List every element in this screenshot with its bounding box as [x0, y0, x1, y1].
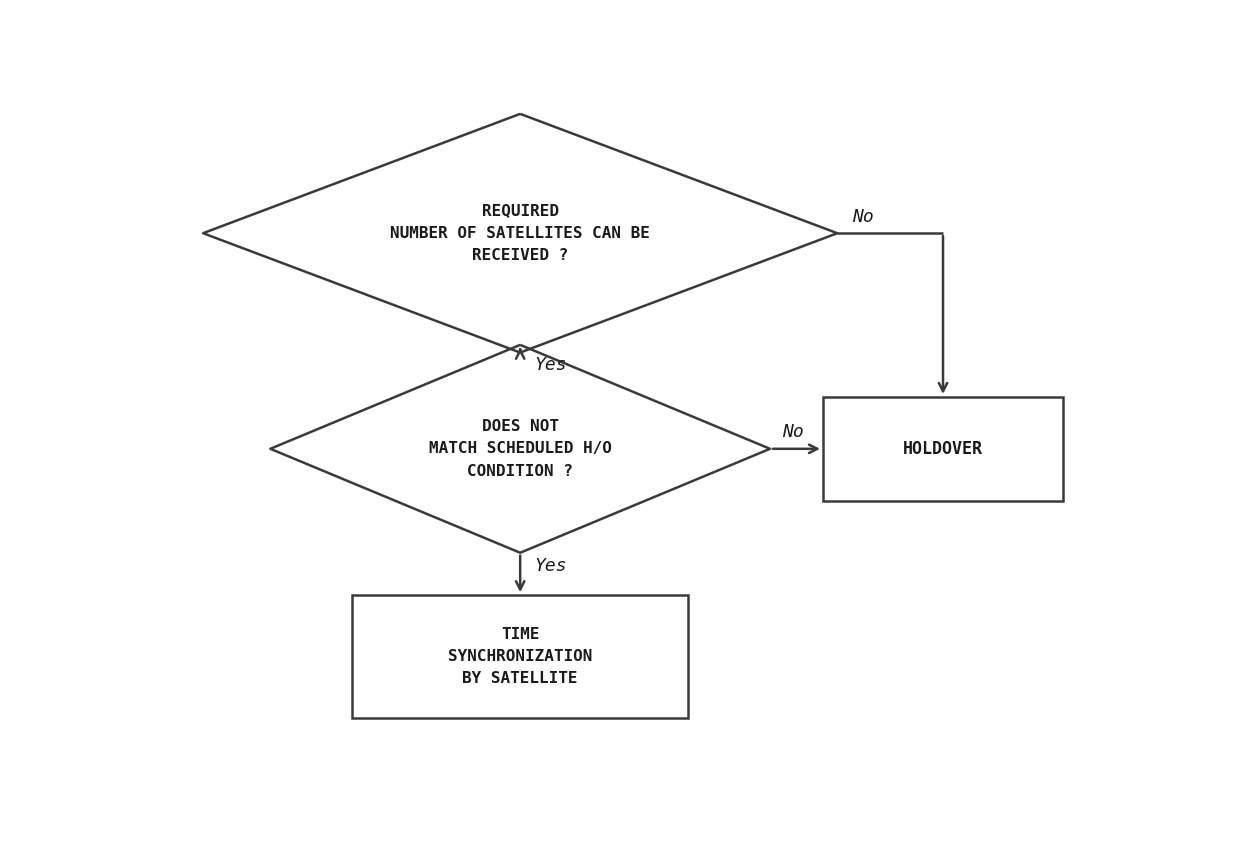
Text: DOES NOT
MATCH SCHEDULED H/O
CONDITION ?: DOES NOT MATCH SCHEDULED H/O CONDITION ? [429, 419, 611, 478]
Text: TIME
SYNCHRONIZATION
BY SATELLITE: TIME SYNCHRONIZATION BY SATELLITE [448, 627, 593, 686]
Bar [352, 595, 688, 718]
Text: Yes: Yes [534, 557, 567, 575]
Polygon shape [203, 114, 837, 352]
Text: Yes: Yes [534, 356, 567, 375]
Polygon shape [270, 344, 770, 552]
Text: No: No [852, 208, 873, 226]
Text: REQUIRED
NUMBER OF SATELLITES CAN BE
RECEIVED ?: REQUIRED NUMBER OF SATELLITES CAN BE REC… [391, 204, 650, 263]
Text: No: No [781, 423, 804, 442]
Text: HOLDOVER: HOLDOVER [903, 440, 983, 458]
Bar [823, 397, 1063, 501]
